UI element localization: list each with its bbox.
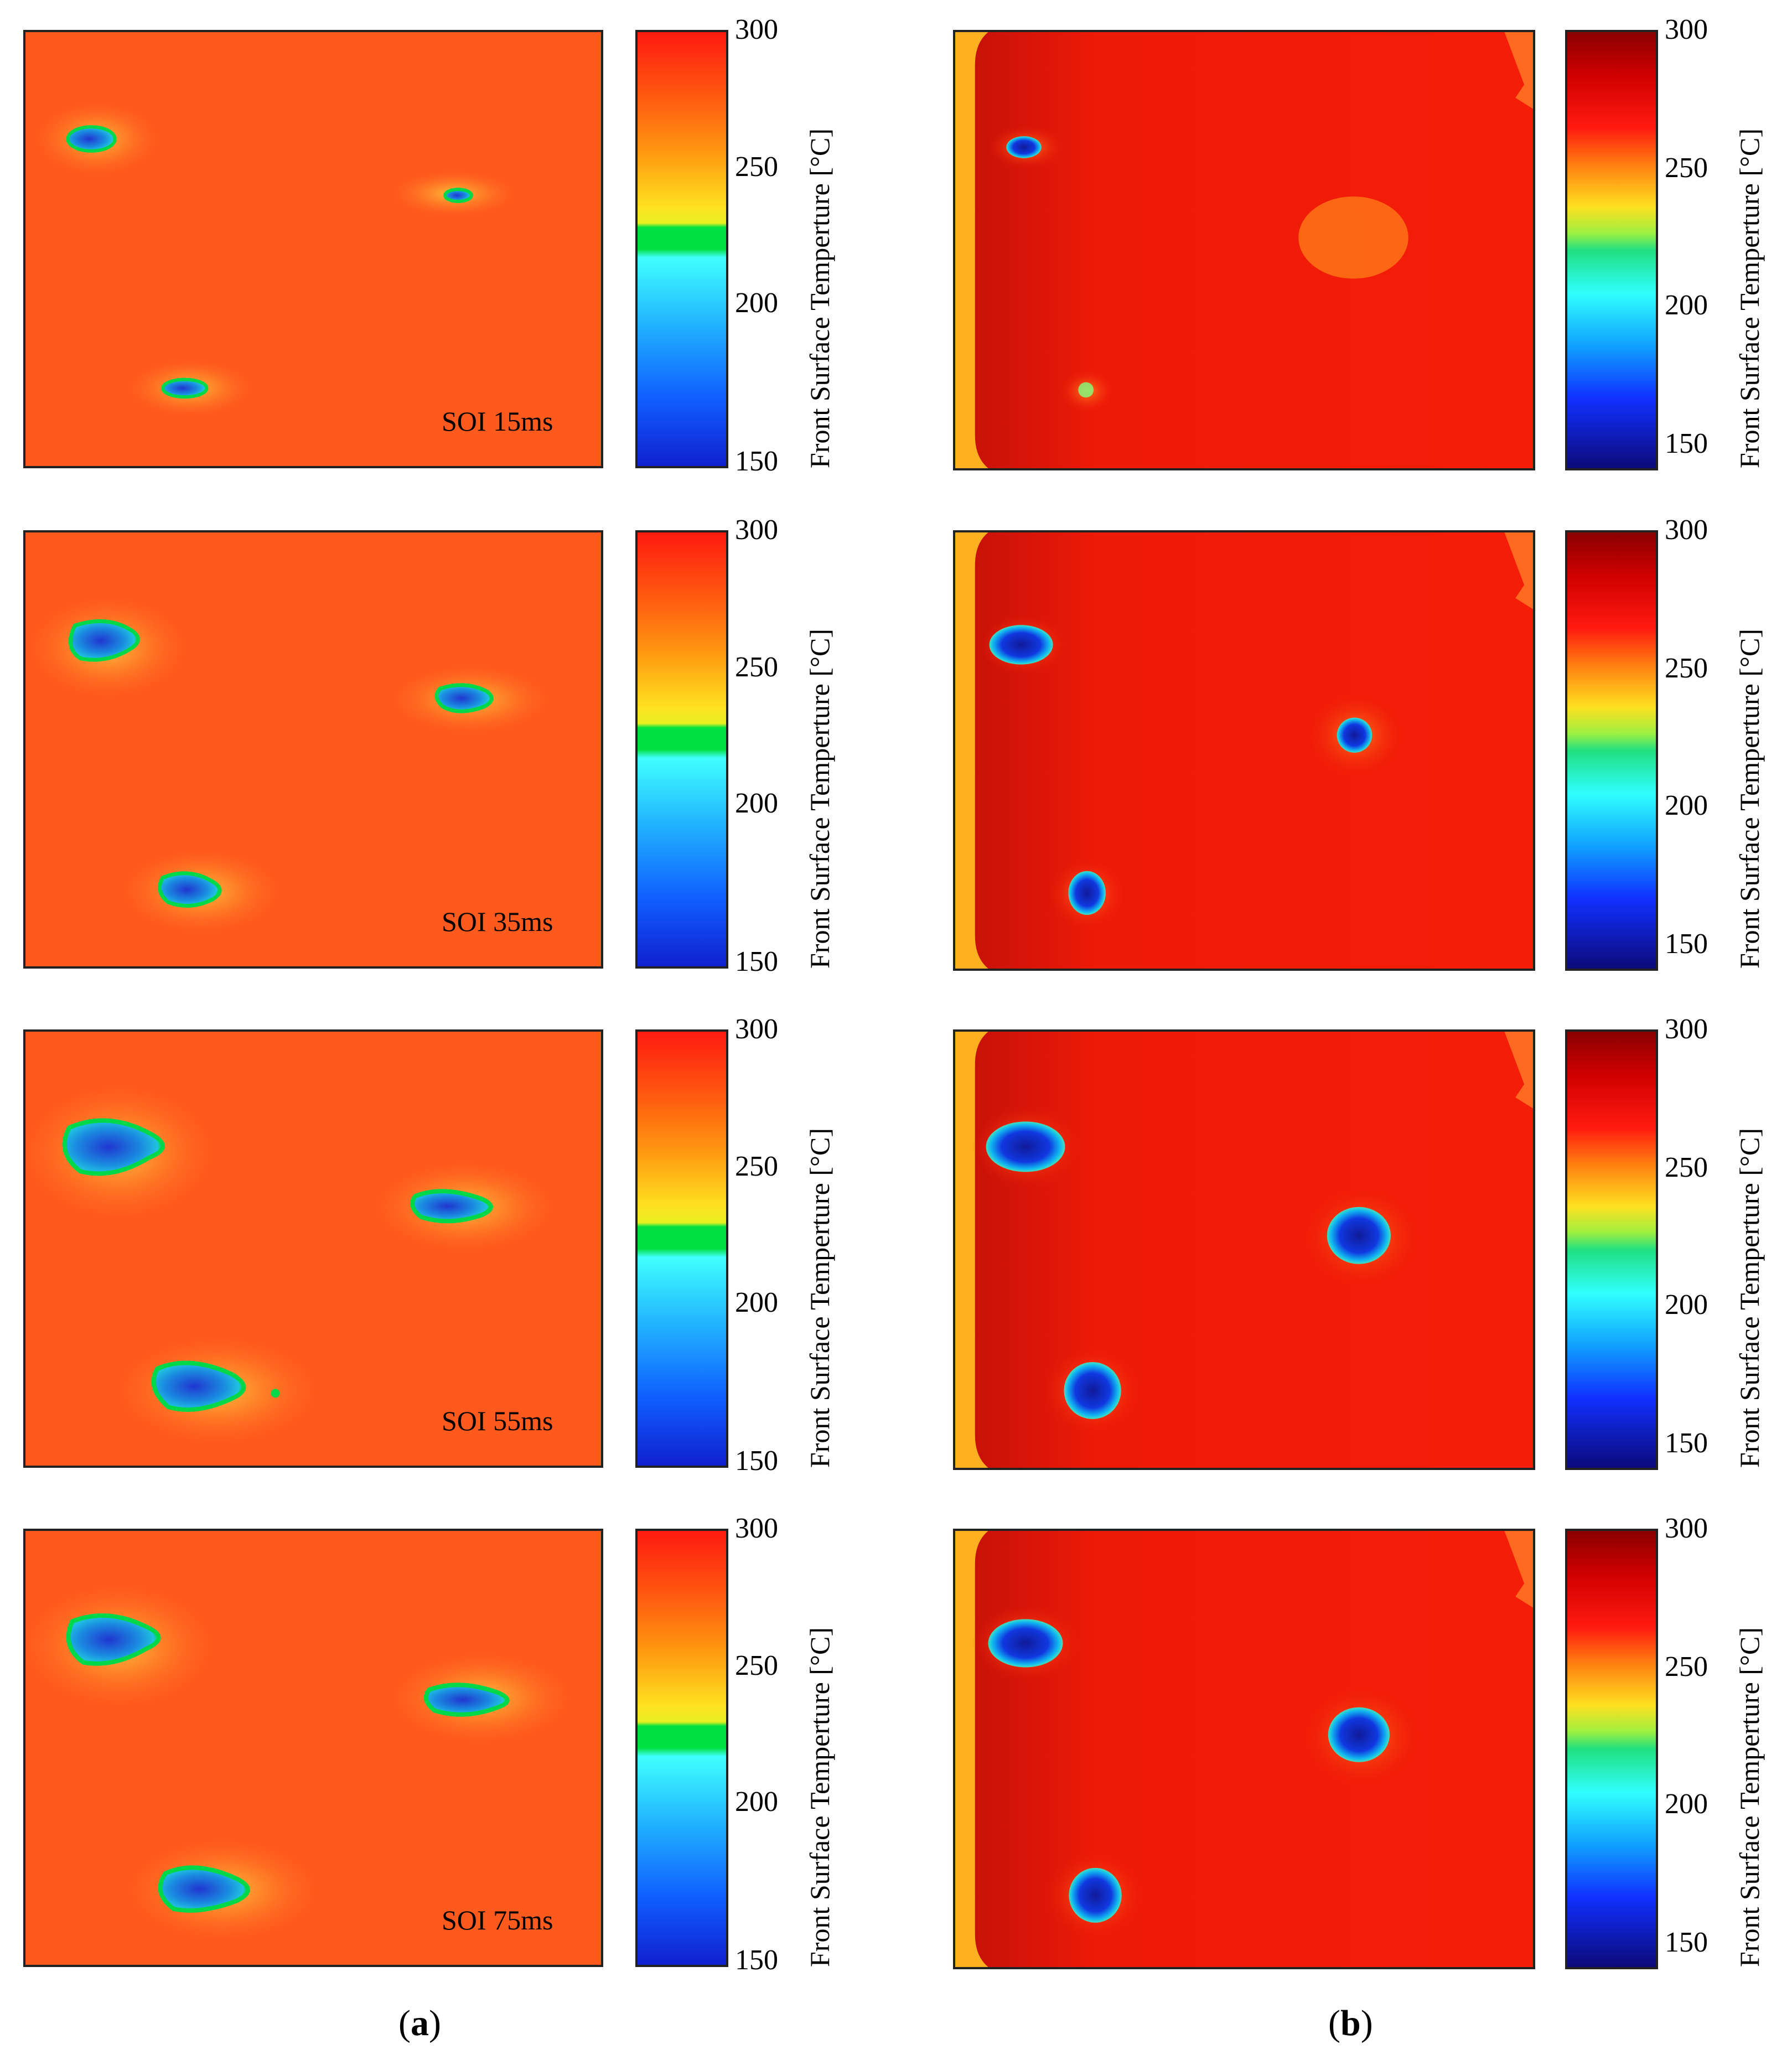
thermal-map-a-soi15 bbox=[23, 30, 603, 468]
colorbar-tick: 300 bbox=[1665, 1513, 1708, 1544]
colorbar-tick: 150 bbox=[735, 1445, 778, 1477]
thermal-map-b-row3 bbox=[953, 1029, 1535, 1470]
colorbar-tick: 150 bbox=[735, 1944, 778, 1976]
soi-label: SOI 75ms bbox=[442, 1904, 553, 1935]
colorbar-b-2 bbox=[1565, 530, 1658, 971]
colorbar-tick: 250 bbox=[1665, 1152, 1708, 1183]
colorbar-tick: 250 bbox=[735, 1650, 778, 1681]
thermal-map-b-row2 bbox=[953, 530, 1535, 971]
colorbar-tick: 150 bbox=[1665, 1427, 1708, 1459]
colorbar-tick: 150 bbox=[1665, 1927, 1708, 1958]
colorbar-title: Front Surface Temperture [°C] bbox=[804, 629, 835, 969]
soi-label: SOI 35ms bbox=[442, 906, 553, 937]
colorbar-tick: 200 bbox=[1665, 1289, 1708, 1321]
colorbar-a-4 bbox=[635, 1529, 728, 1967]
colorbar-title: Front Surface Temperture [°C] bbox=[1734, 1627, 1765, 1967]
colorbar-tick: 200 bbox=[1665, 289, 1708, 321]
soi-label: SOI 15ms bbox=[442, 406, 553, 437]
thermal-map-b-row1 bbox=[953, 30, 1535, 470]
subfigure-label-b: (b) bbox=[1328, 2003, 1373, 2043]
colorbar-tick: 150 bbox=[1665, 928, 1708, 960]
colorbar-tick: 150 bbox=[735, 946, 778, 977]
colorbar-tick: 300 bbox=[1665, 1013, 1708, 1045]
colorbar-title: Front Surface Temperture [°C] bbox=[1734, 629, 1765, 969]
colorbar-tick: 150 bbox=[735, 446, 778, 477]
colorbar-a-3 bbox=[635, 1029, 728, 1468]
colorbar-tick: 200 bbox=[1665, 1788, 1708, 1820]
colorbar-tick: 200 bbox=[735, 1287, 778, 1318]
thermal-map-a-soi35 bbox=[23, 530, 603, 969]
colorbar-tick: 250 bbox=[1665, 1651, 1708, 1683]
colorbar-tick: 150 bbox=[1665, 428, 1708, 459]
colorbar-tick: 250 bbox=[735, 651, 778, 683]
colorbar-b-4 bbox=[1565, 1529, 1658, 1969]
colorbar-tick: 200 bbox=[735, 287, 778, 319]
subfigure-label-a: (a) bbox=[398, 2003, 441, 2043]
colorbar-title: Front Surface Temperture [°C] bbox=[1734, 128, 1765, 468]
colorbar-tick: 300 bbox=[735, 14, 778, 45]
colorbar-title: Front Surface Temperture [°C] bbox=[1734, 1128, 1765, 1468]
thermal-map-a-soi55 bbox=[23, 1029, 603, 1468]
colorbar-title: Front Surface Temperture [°C] bbox=[804, 1627, 835, 1967]
colorbar-tick: 200 bbox=[1665, 790, 1708, 821]
colorbar-tick: 200 bbox=[735, 1786, 778, 1818]
colorbar-tick: 250 bbox=[735, 151, 778, 183]
colorbar-tick: 250 bbox=[735, 1151, 778, 1182]
colorbar-tick: 300 bbox=[1665, 14, 1708, 45]
colorbar-tick: 300 bbox=[735, 1013, 778, 1045]
colorbar-tick: 300 bbox=[735, 1513, 778, 1544]
colorbar-b-3 bbox=[1565, 1029, 1658, 1470]
colorbar-tick: 300 bbox=[1665, 514, 1708, 546]
colorbar-b-1 bbox=[1565, 30, 1658, 470]
soi-label: SOI 55ms bbox=[442, 1405, 553, 1436]
colorbar-tick: 200 bbox=[735, 788, 778, 819]
thermal-map-a-soi75 bbox=[23, 1529, 603, 1967]
thermal-map-b-row4 bbox=[953, 1529, 1535, 1969]
colorbar-tick: 250 bbox=[1665, 653, 1708, 684]
colorbar-tick: 300 bbox=[735, 514, 778, 546]
colorbar-title: Front Surface Temperture [°C] bbox=[804, 128, 835, 468]
colorbar-a-1 bbox=[635, 30, 728, 468]
colorbar-tick: 250 bbox=[1665, 152, 1708, 184]
colorbar-title: Front Surface Temperture [°C] bbox=[804, 1128, 835, 1468]
colorbar-a-2 bbox=[635, 530, 728, 969]
